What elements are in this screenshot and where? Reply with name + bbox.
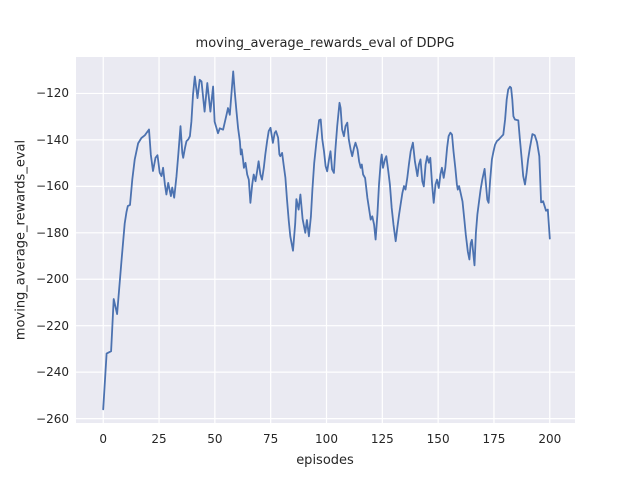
y-tick-label: −140: [36, 132, 69, 147]
x-tick-label: 150: [426, 432, 450, 446]
x-tick-label: 75: [263, 432, 279, 446]
reward-line-series: [102, 70, 551, 411]
x-axis-label: episodes: [296, 453, 354, 468]
y-tick-label: −120: [36, 86, 69, 101]
y-tick-label: −180: [36, 225, 69, 240]
y-tick-label: −200: [36, 272, 69, 287]
x-tick-label: 25: [151, 432, 167, 446]
x-tick-label: 125: [370, 432, 394, 446]
x-tick-label: 100: [315, 432, 338, 446]
y-tick-label: −260: [36, 411, 69, 426]
y-tick-label: −160: [36, 179, 69, 194]
x-tick-label: 0: [99, 432, 108, 446]
y-tick-label: −220: [36, 318, 69, 333]
y-axis-label: moving_average_rewards_eval: [13, 139, 29, 341]
chart-title: moving_average_rewards_eval of DDPG: [195, 36, 455, 51]
y-tick-label: −240: [36, 365, 69, 380]
x-tick-label: 200: [538, 432, 562, 446]
x-tick-label: 175: [482, 432, 506, 446]
x-tick-label: 50: [207, 432, 223, 446]
